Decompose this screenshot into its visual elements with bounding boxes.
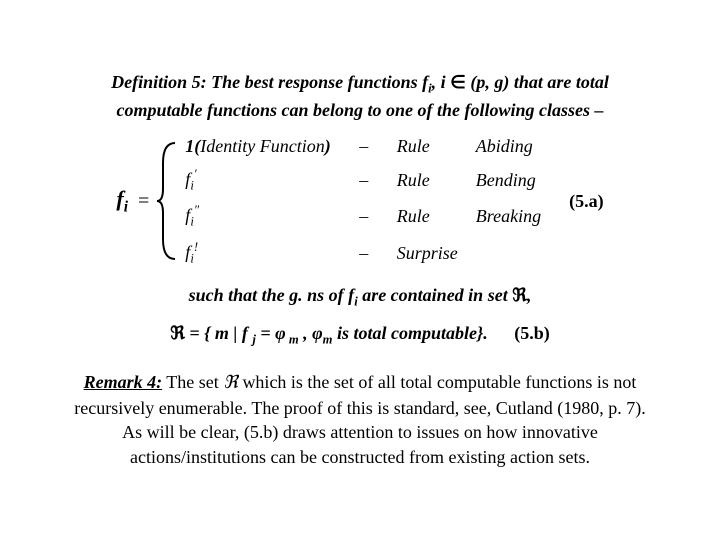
- set-text2: =: [256, 323, 275, 343]
- set-definition-line: ℜ = { m | f j = φ m , φm is total comput…: [60, 323, 660, 348]
- case-1-col1: 1(Identity Function): [185, 136, 330, 157]
- def-line1-pre: Definition 5: The best response function…: [111, 72, 428, 92]
- case-3-col4: Breaking: [476, 206, 541, 227]
- case-3-col3: Rule: [397, 206, 458, 227]
- left-brace-icon: [155, 141, 179, 261]
- set-text3: ,: [299, 323, 313, 343]
- def-line1-mid: , i: [432, 72, 451, 92]
- case-2-col1: fi′: [185, 167, 330, 194]
- case-3-dash: –: [349, 206, 379, 227]
- set-text1: = { m | f: [185, 323, 252, 343]
- case-4-col1: fi!: [185, 240, 330, 267]
- set-R: ℜ: [170, 325, 185, 344]
- brace-cases: 1(Identity Function) – Rule Abiding fi′ …: [185, 136, 541, 267]
- eq-label-5b: (5.b): [514, 323, 550, 343]
- brace-lhs: fi: [116, 186, 128, 216]
- definition-title: Definition 5: The best response function…: [60, 70, 660, 122]
- set-phi1: φ: [275, 323, 286, 343]
- set-subm2: m: [323, 333, 333, 347]
- set-text4: is total computable}.: [332, 323, 487, 343]
- remark-paragraph: Remark 4: The set ℜ which is the set of …: [60, 370, 660, 469]
- remark-lead: Remark 4:: [84, 372, 163, 392]
- brace-lhs-f: f: [116, 186, 123, 211]
- def-line1-in: ∈: [450, 72, 466, 92]
- case-1-dash: –: [349, 136, 379, 157]
- brace-equation: fi = 1(Identity Function) – Rule Abiding…: [60, 136, 660, 267]
- set-subm1: m: [286, 333, 299, 347]
- such-that-mid: are contained in set: [358, 285, 513, 305]
- brace-lhs-sub: i: [124, 198, 128, 215]
- remark-R: ℜ: [223, 374, 238, 393]
- case-4-col3: Surprise: [397, 243, 458, 264]
- case-1-col3: Rule: [397, 136, 458, 157]
- case-2-col3: Rule: [397, 170, 458, 191]
- case-2-col4: Bending: [476, 170, 541, 191]
- eq-label-5a: (5.a): [569, 191, 604, 212]
- case-1-col4: Abiding: [476, 136, 541, 157]
- set-phi2: φ: [312, 323, 323, 343]
- def-line2: computable functions can belong to one o…: [116, 100, 603, 120]
- brace-eq: =: [138, 190, 149, 213]
- remark-body1: The set: [162, 372, 223, 392]
- such-that-post: ,: [527, 285, 532, 305]
- case-2-dash: –: [349, 170, 379, 191]
- case-3-col1: fi″: [185, 203, 330, 230]
- def-line1-post: (p, g) that are total: [466, 72, 609, 92]
- such-that-R: ℜ: [512, 287, 527, 306]
- such-that-line: such that the g. ns of fi are contained …: [60, 285, 660, 310]
- case-4-dash: –: [349, 243, 379, 264]
- such-that-pre: such that the g. ns of f: [189, 285, 355, 305]
